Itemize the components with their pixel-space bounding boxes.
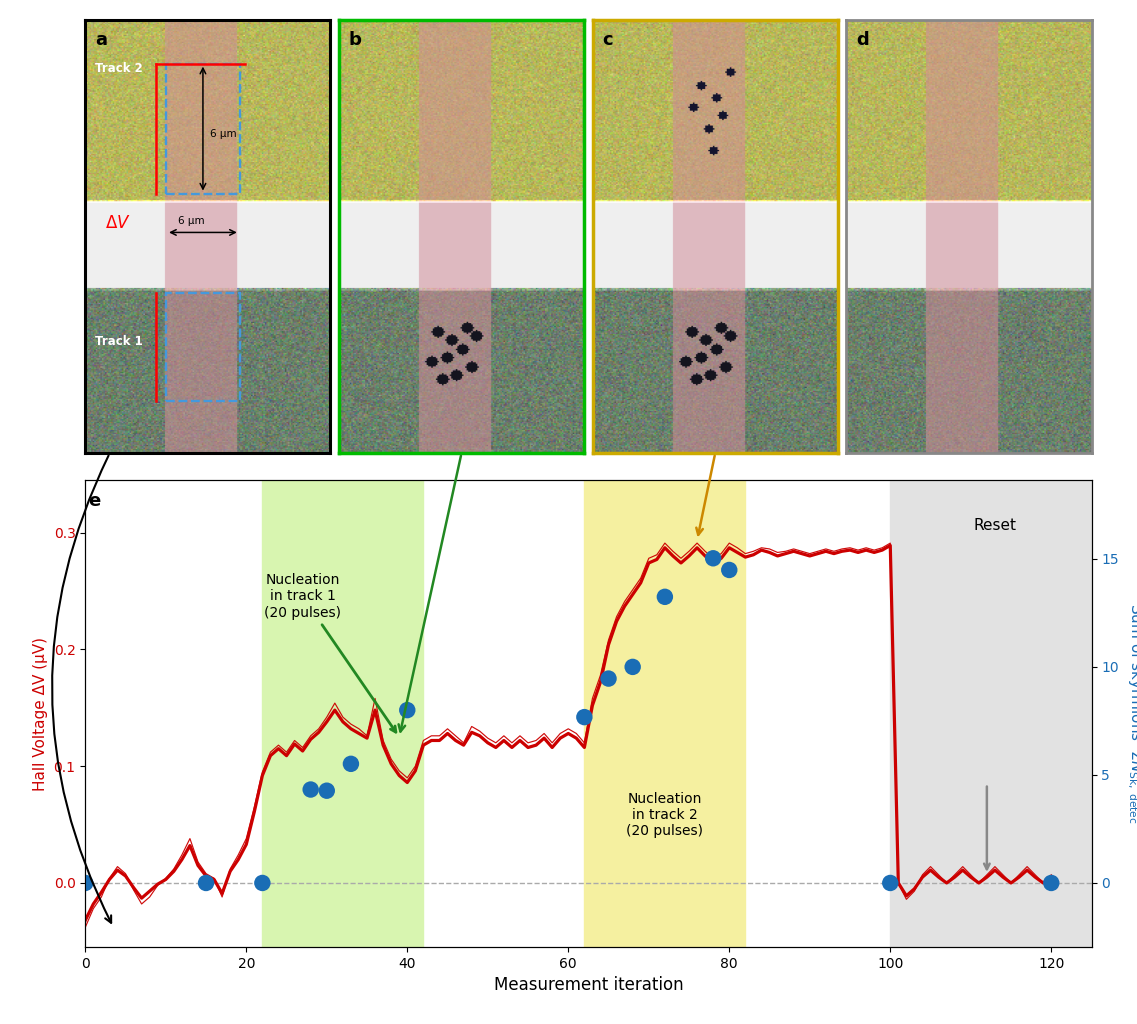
- Point: [623, 658, 641, 675]
- Bar: [263, 480, 423, 947]
- Text: Nucleation
in track 1
(20 pulses): Nucleation in track 1 (20 pulses): [264, 573, 396, 732]
- Point: [398, 701, 416, 718]
- Point: [301, 781, 319, 798]
- Text: Track 2: Track 2: [96, 62, 143, 76]
- Text: b: b: [349, 32, 362, 49]
- Text: Reset: Reset: [973, 518, 1016, 534]
- Point: [1043, 874, 1061, 891]
- Y-axis label: Hall Voltage ΔV (μV): Hall Voltage ΔV (μV): [33, 637, 48, 791]
- Bar: [166, 63, 240, 194]
- Point: [704, 550, 722, 566]
- Bar: [166, 293, 240, 401]
- Point: [76, 874, 94, 891]
- Point: [575, 709, 594, 725]
- Point: [881, 874, 899, 891]
- Text: Track 1: Track 1: [96, 335, 143, 348]
- Point: [197, 874, 215, 891]
- Text: 6 μm: 6 μm: [210, 129, 236, 139]
- X-axis label: Measurement iteration: Measurement iteration: [493, 977, 683, 994]
- Text: a: a: [96, 32, 107, 49]
- Point: [656, 589, 674, 605]
- Point: [342, 756, 360, 772]
- Text: Nucleation
in track 2
(20 pulses): Nucleation in track 2 (20 pulses): [626, 792, 704, 839]
- Point: [599, 671, 617, 687]
- Text: c: c: [603, 32, 613, 49]
- Point: [720, 562, 738, 579]
- Bar: [890, 480, 1092, 947]
- Text: d: d: [856, 32, 869, 49]
- Y-axis label: Sum of skyrmions  $\Sigma N_{\rm Sk,\ detec}$: Sum of skyrmions $\Sigma N_{\rm Sk,\ det…: [1124, 603, 1137, 824]
- Point: [317, 782, 335, 799]
- Point: [254, 874, 272, 891]
- Text: 6 μm: 6 μm: [179, 216, 205, 225]
- Bar: [584, 480, 746, 947]
- Text: $\Delta V$: $\Delta V$: [105, 214, 131, 232]
- Text: e: e: [89, 492, 100, 510]
